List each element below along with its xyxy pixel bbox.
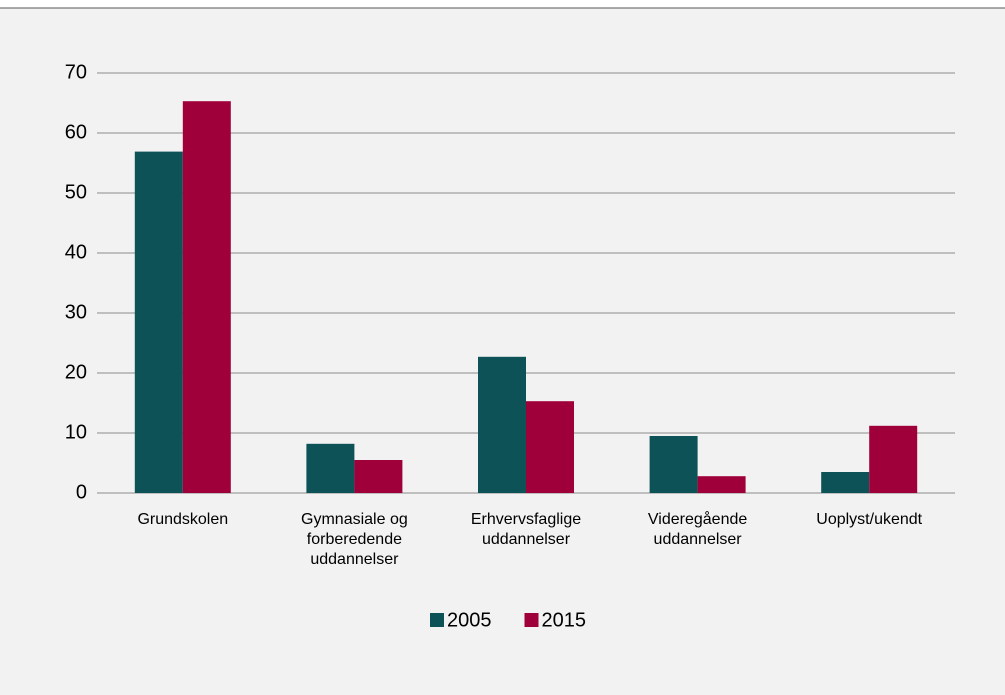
legend-swatch: [430, 613, 444, 627]
x-tick-label: Videregående uddannelser: [647, 511, 748, 548]
y-tick-label: 10: [65, 421, 87, 443]
x-tick-label: Gymnasiale og forberedende uddannelser: [301, 511, 408, 568]
x-tick-label: Grundskolen: [137, 511, 229, 528]
y-tick-label: 0: [76, 481, 87, 503]
y-tick-label: 70: [65, 61, 87, 83]
y-tick-label: 40: [65, 241, 87, 263]
y-tick-label: 60: [65, 121, 87, 143]
x-tick-label: Erhvervsfaglige uddannelser: [470, 511, 582, 548]
y-tick-label: 20: [65, 361, 87, 383]
bar: [821, 472, 870, 493]
y-tick-label: 30: [65, 301, 87, 323]
bar: [182, 101, 231, 493]
bar: [649, 436, 698, 493]
bar: [526, 401, 574, 493]
bar: [306, 443, 355, 493]
bar: [354, 460, 403, 493]
bar: [478, 356, 526, 493]
x-tick-label: Uoplyst/ukendt: [816, 511, 923, 528]
bar: [869, 425, 918, 493]
legend-label: 2005: [447, 609, 492, 631]
legend-label: 2015: [542, 609, 587, 631]
y-tick-label: 50: [65, 181, 87, 203]
bar: [134, 151, 183, 493]
legend-swatch: [524, 613, 539, 627]
bar: [697, 476, 746, 493]
